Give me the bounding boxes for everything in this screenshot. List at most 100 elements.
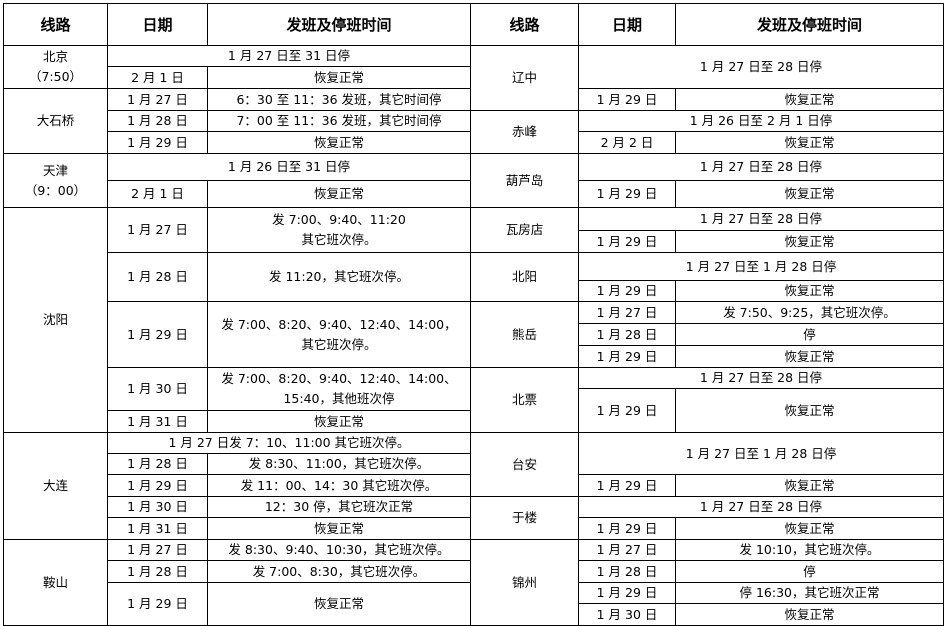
schedule-row: 1 月 29 日恢复正常 [4, 582, 471, 626]
route-cell: 大石桥 [3, 88, 108, 154]
time-cell: 发 7:00、9:40、11:20 其它班次停。 [207, 207, 471, 253]
schedule-row: 熊岳 1 月 27 日发 7:50、9:25，其它班次停。 [470, 301, 944, 368]
schedule-row: 大连 1 月 27 日发 7：10、11:00 其它班次停。 [3, 432, 471, 540]
date-cell: 1 月 29 日 [578, 388, 676, 433]
route-cell: 北票 [470, 367, 579, 433]
time-cell: 恢复正常 [675, 230, 944, 253]
time-cell: 发 10:10，其它班次停。 [675, 539, 944, 561]
route-cell: 瓦房店 [470, 207, 579, 253]
date-cell: 1 月 29 日 [578, 280, 676, 302]
time-cell: 6：30 至 11：36 发班，其它时间停 [207, 88, 471, 111]
schedule-row: 2 月 1 日恢复正常 [4, 66, 471, 89]
schedule-row: 葫芦岛 1 月 27 日至 28 日停 [470, 153, 944, 208]
date-cell: 1 月 28 日 [107, 110, 208, 132]
date-cell: 1 月 30 日 [107, 496, 208, 518]
merged-cell: 1 月 27 日至 28 日停 [578, 207, 944, 231]
time-cell: 发 11:20，其它班次停。 [207, 252, 471, 302]
date-cell: 1 月 29 日 [107, 131, 208, 154]
time-cell: 恢复正常 [675, 345, 944, 368]
time-cell: 发 7:00、8:20、9:40、12:40、14:00， 其它班次停。 [207, 301, 471, 368]
time-cell: 停 16:30，其它班次正常 [675, 582, 944, 604]
schedule-row: 1 月 29 日恢复正常 [471, 180, 944, 208]
schedule-row: 1 月 29 日恢复正常 [471, 230, 944, 253]
route-cell: 赤峰 [470, 110, 579, 154]
date-cell: 1 月 29 日 [578, 230, 676, 253]
schedule-row: 于楼 1 月 27 日至 28 日停 [470, 496, 944, 540]
merged-cell: 1 月 27 日至 28 日停 [578, 45, 944, 89]
time-cell: 恢复正常 [675, 131, 944, 154]
date-cell: 1 月 27 日 [107, 539, 208, 561]
route-cell: 葫芦岛 [470, 153, 579, 208]
merged-cell: 1 月 26 日至 2 月 1 日停 [578, 110, 944, 132]
route-cell: 于楼 [470, 496, 579, 540]
schedule-row: 赤峰 1 月 26 日至 2 月 1 日停 [470, 110, 944, 154]
time-cell: 恢复正常 [207, 180, 471, 208]
schedule-row: 1 月 29 日恢复正常 [471, 474, 944, 497]
schedule-row: 1 月 28 日发 11:20，其它班次停。 [4, 252, 471, 302]
time-cell: 恢复正常 [675, 180, 944, 208]
schedule-row: 1 月 28 日发 7:00、8:30，其它班次停。 [4, 560, 471, 583]
date-cell: 1 月 28 日 [107, 453, 208, 475]
schedule-row: 鞍山 1 月 27 日发 8:30、9:40、10:30，其它班次停。 [3, 539, 471, 626]
date-cell: 1 月 29 日 [107, 474, 208, 497]
merged-cell: 1 月 27 日发 7：10、11:00 其它班次停。 [107, 432, 471, 454]
route-cell: 台安 [470, 432, 579, 497]
merged-cell: 1 月 27 日至 28 日停 [578, 367, 944, 389]
time-cell: 恢复正常 [675, 388, 944, 433]
schedule-row: 台安 1 月 27 日至 1 月 28 日停 [470, 432, 944, 497]
time-cell: 发 7:50、9:25，其它班次停。 [675, 301, 944, 324]
merged-cell: 1 月 27 日至 28 日停 [578, 496, 944, 518]
time-cell: 恢复正常 [675, 474, 944, 497]
time-cell: 恢复正常 [207, 582, 471, 626]
date-cell: 2 月 2 日 [578, 131, 676, 154]
header-row: 线路 日期 发班及停班时间 [470, 3, 944, 46]
route-cell: 沈阳 [3, 207, 108, 433]
route-cell: 熊岳 [470, 301, 579, 368]
header-cell: 线路 [3, 3, 108, 46]
schedule-row: 1 月 28 日停 [471, 560, 944, 583]
date-cell: 1 月 28 日 [107, 252, 208, 302]
date-cell: 1 月 31 日 [107, 517, 208, 540]
schedule-row: 1 月 30 日发 7:00、8:20、9:40、12:40、14:00、 15… [4, 367, 471, 411]
merged-cell: 1 月 27 日至 28 日停 [578, 153, 944, 181]
schedule-row: 1 月 29 日停 16:30，其它班次正常 [471, 582, 944, 604]
time-cell: 恢复正常 [675, 88, 944, 111]
schedule-row: 辽中 1 月 27 日至 28 日停 [470, 45, 944, 111]
header-cell: 发班及停班时间 [675, 3, 944, 46]
schedule-row: 大石桥 1 月 27 日 6：30 至 11：36 发班，其它时间停 [3, 88, 471, 154]
schedule-row: 锦州 1 月 27 日发 10:10，其它班次停。 [470, 539, 944, 626]
date-cell: 1 月 29 日 [578, 474, 676, 497]
schedule-row: 2 月 2 日恢复正常 [471, 131, 944, 154]
time-cell: 恢复正常 [207, 517, 471, 540]
merged-cell: 1 月 27 日至 1 月 28 日停 [578, 252, 944, 281]
merged-cell: 1 月 26 日至 31 日停 [107, 153, 471, 181]
date-cell: 1 月 31 日 [107, 410, 208, 433]
header-row: 线路 日期 发班及停班时间 [3, 3, 471, 46]
date-cell: 1 月 29 日 [107, 301, 208, 368]
schedule-table-right: 线路 日期 发班及停班时间 辽中 1 月 27 日至 28 日停 1 月 29 日恢复正常… [470, 3, 944, 626]
route-cell: 天津 （9：00） [3, 153, 108, 208]
schedule-row: 天津 （9：00） 1 月 26 日至 31 日停 [3, 153, 471, 208]
date-cell: 2 月 1 日 [107, 66, 208, 89]
date-cell: 1 月 28 日 [107, 560, 208, 583]
schedule-row: 北京 （7:50） 1 月 27 日至 31 日停 [3, 45, 471, 89]
date-cell: 1 月 30 日 [107, 367, 208, 411]
time-cell: 恢复正常 [207, 410, 471, 433]
schedule-row: 北票 1 月 27 日至 28 日停 [470, 367, 944, 433]
schedule-row: 北阳 1 月 27 日至 1 月 28 日停 [470, 252, 944, 302]
schedule-row: 2 月 1 日恢复正常 [4, 180, 471, 208]
header-cell: 发班及停班时间 [207, 3, 471, 46]
time-cell: 恢复正常 [207, 131, 471, 154]
date-cell: 1 月 29 日 [107, 582, 208, 626]
schedule-row: 1 月 29 日发 7:00、8:20、9:40、12:40、14:00， 其它… [4, 301, 471, 368]
merged-cell: 1 月 27 日至 1 月 28 日停 [578, 432, 944, 475]
date-cell: 1 月 29 日 [578, 88, 676, 111]
route-cell: 鞍山 [3, 539, 108, 626]
route-cell: 北阳 [470, 252, 579, 302]
route-cell: 锦州 [470, 539, 579, 626]
schedule-row: 1 月 29 日恢复正常 [471, 388, 944, 433]
merged-cell: 1 月 27 日至 31 日停 [107, 45, 471, 67]
schedule-row: 1 月 31 日恢复正常 [4, 410, 471, 433]
time-cell: 发 8:30、9:40、10:30，其它班次停。 [207, 539, 471, 561]
date-cell: 1 月 30 日 [578, 603, 676, 626]
